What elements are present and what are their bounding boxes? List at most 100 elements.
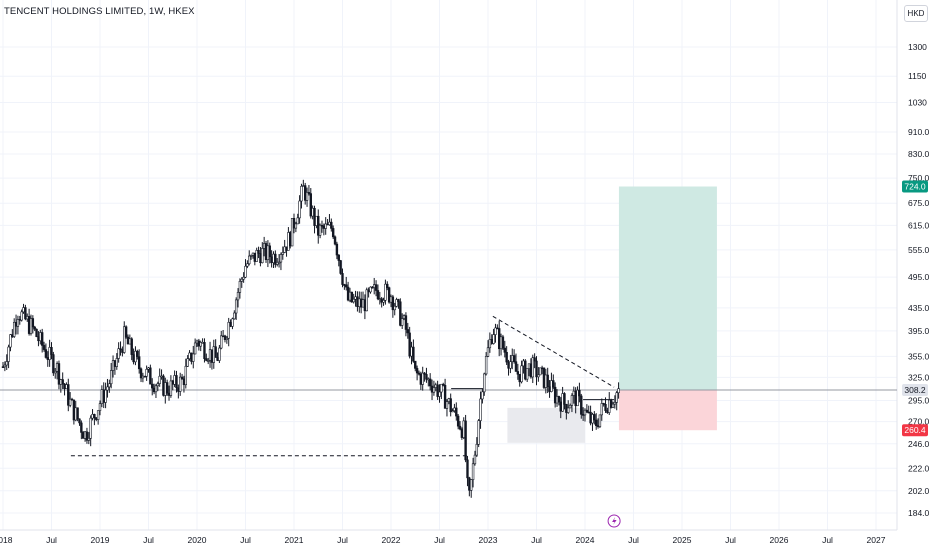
candle-body: [24, 307, 27, 320]
candle-body: [546, 374, 549, 388]
candle-body: [149, 367, 152, 385]
candle-body: [223, 335, 227, 340]
candle-body: [179, 376, 182, 392]
candle-body: [419, 373, 423, 385]
candle-body: [492, 334, 495, 344]
y-tick-label: 1150: [908, 71, 927, 81]
candle-body: [300, 186, 303, 202]
candle-body: [380, 298, 383, 303]
candle-body: [611, 403, 615, 408]
candle-body: [324, 223, 327, 229]
candle-body: [136, 350, 139, 357]
candle-body: [91, 414, 94, 419]
candle-body: [233, 312, 236, 320]
y-tick-label: 395.0: [908, 326, 930, 336]
candle-body: [37, 336, 40, 342]
candle-body: [525, 368, 529, 380]
candle-body: [320, 224, 324, 227]
candle-body: [572, 390, 576, 396]
candle-body: [287, 232, 290, 251]
candle-body: [488, 338, 492, 349]
candle-body: [100, 389, 104, 404]
candle-body: [317, 215, 320, 236]
candle-body: [106, 386, 109, 391]
candle-body: [369, 286, 372, 293]
candle-body: [35, 328, 38, 338]
price-axis[interactable]: 1300 1150 1030 910.0 830.0 750.0 675.0 615.0 555…: [908, 42, 930, 518]
candle-body: [160, 375, 163, 378]
candle-body: [382, 299, 385, 303]
candle-body: [460, 428, 464, 438]
candle-body: [453, 407, 456, 411]
candle-body: [104, 389, 107, 403]
candle-body: [613, 402, 617, 405]
candle-body: [345, 284, 348, 288]
candle-body: [567, 407, 570, 413]
candle-body: [26, 316, 29, 320]
candle-body: [374, 284, 378, 291]
candle-body: [600, 403, 603, 416]
stop-price-badge: [902, 424, 928, 437]
candle-body: [470, 479, 473, 491]
candle-body: [509, 361, 512, 369]
candle-body: [167, 392, 171, 396]
candle-body: [305, 192, 309, 201]
candle-body: [117, 348, 120, 359]
candle-body: [128, 338, 132, 345]
candle-body: [458, 425, 462, 430]
x-tick-label: Jul: [143, 535, 154, 545]
range-box: [507, 407, 585, 443]
candle-body: [376, 290, 380, 300]
y-tick-label: 750.0: [908, 173, 930, 183]
currency-button[interactable]: HKD: [904, 5, 928, 22]
candle-body: [266, 245, 270, 261]
candle-body: [199, 342, 202, 347]
candle-body: [430, 385, 434, 393]
candle-body: [373, 284, 376, 288]
candle-body: [253, 252, 257, 262]
candle-body: [356, 296, 359, 307]
candle-body: [264, 243, 268, 261]
candle-body: [322, 225, 326, 229]
grid-lines: [0, 0, 898, 531]
candle-body: [197, 340, 201, 347]
candle-body: [255, 250, 258, 262]
candle-body: [524, 360, 527, 380]
candle-body: [333, 236, 337, 245]
candle-body: [354, 296, 357, 300]
candle-body: [580, 395, 583, 415]
candle-body: [3, 364, 7, 368]
candle-body: [95, 417, 98, 420]
x-tick-label: Jul: [531, 535, 542, 545]
y-tick-label: 615.0: [908, 220, 930, 230]
candle-body: [449, 398, 452, 413]
candle-body: [494, 327, 497, 335]
time-axis[interactable]: 2018 Jul 2019 Jul 2020 Jul 2021 Jul 2022 Jul 2023 J…: [0, 535, 886, 545]
candle-body: [294, 223, 298, 229]
candle-body: [311, 207, 314, 217]
candle-body: [208, 349, 212, 361]
candle-body: [54, 370, 57, 374]
candle-body: [386, 283, 389, 289]
candle-body: [483, 373, 486, 393]
candle-body: [456, 415, 460, 427]
candle-body: [70, 398, 74, 401]
candle-body: [121, 349, 124, 353]
candle-body: [578, 389, 581, 397]
candle-body: [481, 391, 484, 400]
candle-body: [581, 414, 585, 416]
descending-trendline: [492, 315, 615, 388]
candle-body: [417, 372, 421, 375]
candle-body: [59, 379, 63, 385]
candle-body: [330, 221, 333, 229]
candle-body: [522, 360, 525, 367]
lightning-icon: [612, 517, 617, 525]
candle-body: [507, 361, 510, 369]
candle-body: [593, 414, 596, 421]
candle-body: [240, 278, 243, 282]
candle-body: [371, 286, 374, 289]
candle-body: [414, 360, 417, 369]
candle-body: [397, 299, 400, 303]
candle-body: [423, 372, 426, 375]
